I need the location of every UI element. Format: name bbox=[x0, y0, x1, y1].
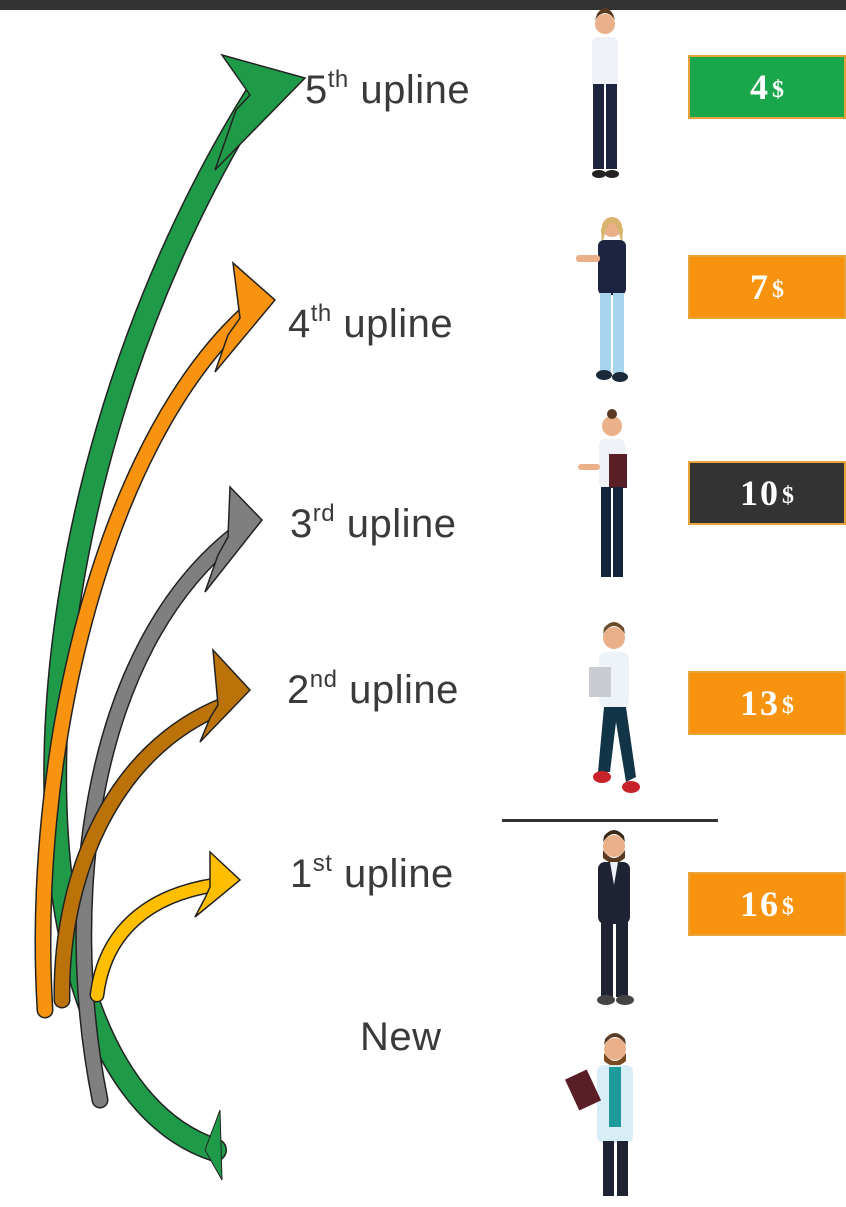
ordinal: 3 bbox=[290, 502, 313, 546]
divider bbox=[502, 819, 718, 822]
currency: $ bbox=[782, 894, 794, 921]
amount: 7 bbox=[750, 266, 770, 308]
upline-label: 3rd upline bbox=[290, 502, 456, 547]
upline-label: 1st upline bbox=[290, 852, 454, 897]
upline-word: upline bbox=[349, 668, 459, 712]
amount: 13 bbox=[740, 682, 780, 724]
upline-label: 2nd upline bbox=[287, 668, 459, 713]
upline-word: upline bbox=[344, 852, 454, 896]
ordinal-suffix: th bbox=[328, 66, 349, 93]
upline-word: upline bbox=[360, 68, 470, 112]
ordinal: 5 bbox=[305, 68, 328, 112]
amount-box: 13$ bbox=[688, 671, 846, 735]
amount: 16 bbox=[740, 883, 780, 925]
page: 5th upline4$4th upline7$3rd upline10$2nd… bbox=[0, 0, 846, 1207]
ordinal: 2 bbox=[287, 668, 310, 712]
amount-box: 16$ bbox=[688, 872, 846, 936]
ordinal: 4 bbox=[288, 302, 311, 346]
ordinal: 1 bbox=[290, 852, 313, 896]
amount: 10 bbox=[740, 472, 780, 514]
currency: $ bbox=[772, 77, 784, 104]
ordinal-suffix: nd bbox=[310, 666, 338, 693]
people bbox=[565, 8, 640, 1196]
currency: $ bbox=[772, 277, 784, 304]
ordinal-suffix: st bbox=[313, 850, 333, 877]
arrows bbox=[43, 92, 258, 1180]
upline-word: upline bbox=[347, 502, 457, 546]
currency: $ bbox=[782, 483, 794, 510]
amount-box: 7$ bbox=[688, 255, 846, 319]
ordinal-suffix: rd bbox=[313, 500, 335, 527]
amount-box: 4$ bbox=[688, 55, 846, 119]
upline-word: upline bbox=[343, 302, 453, 346]
amount-box: 10$ bbox=[688, 461, 846, 525]
upline-label: 5th upline bbox=[305, 68, 470, 113]
new-label: New bbox=[360, 1015, 442, 1060]
currency: $ bbox=[782, 693, 794, 720]
ordinal-suffix: th bbox=[311, 300, 332, 327]
amount: 4 bbox=[750, 66, 770, 108]
upline-label: 4th upline bbox=[288, 302, 453, 347]
